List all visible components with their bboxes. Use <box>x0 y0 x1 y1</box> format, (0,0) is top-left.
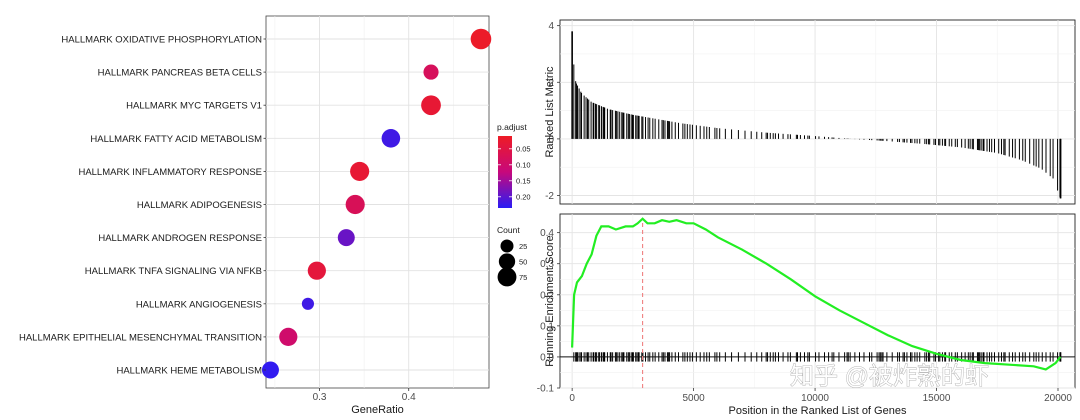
dotplot-point <box>279 327 298 346</box>
ranked-list-bars <box>571 31 1062 199</box>
dotplot-point <box>301 297 315 310</box>
dotplot-category-label: HALLMARK PANCREAS BETA CELLS <box>98 68 262 79</box>
enrichment-x-ticks: 0 5000 10000 15000 20000 <box>569 388 1072 404</box>
enrichment-x-axis-title: Position in the Ranked List of Genes <box>729 405 907 417</box>
dotplot-point <box>261 361 279 379</box>
dotplot-point <box>307 261 326 280</box>
dotplot-x-axis-title: GeneRatio <box>351 404 404 416</box>
enrichment-gridlines <box>560 214 1075 389</box>
dotplot-category-label: HALLMARK ANGIOGENESIS <box>136 299 262 310</box>
ranked-list-plot-area <box>559 19 1076 205</box>
watermark: 知乎 @被炸熟的虾 <box>790 363 989 390</box>
dotplot-point <box>470 28 492 50</box>
dotplot-category-label: HALLMARK MYC TARGETS V1 <box>126 101 262 112</box>
ranked-y-tick-label: -2 <box>545 191 554 202</box>
dotplot-point <box>423 64 439 80</box>
dotplot-plot-area <box>265 15 490 389</box>
dotplot-category-label: HALLMARK ANDROGEN RESPONSE <box>98 233 262 244</box>
running-enrichment-line <box>571 217 1062 371</box>
p-adjust-legend-title: p.adjust <box>497 122 527 132</box>
ranked-y-tick-label: 0 <box>548 134 554 145</box>
es-y-tick-label: 0.3 <box>540 259 554 270</box>
dotplot-point <box>345 194 365 215</box>
ranked-list-panel: -2 0 2 4 Ranked List Metric <box>544 19 1076 205</box>
count-legend-label: 50 <box>519 257 527 266</box>
es-x-tick-label: 10000 <box>801 393 829 404</box>
ranked-y-tick-label: 2 <box>548 78 554 89</box>
dotplot-category-label: HALLMARK INFLAMMATORY RESPONSE <box>78 167 262 178</box>
dotplot-point <box>381 129 401 148</box>
dotplot-point <box>350 161 370 181</box>
p-adjust-tick-label: 0.15 <box>516 177 531 186</box>
dotplot-x-tick-label: 0.3 <box>313 392 327 403</box>
p-adjust-legend-ticks: 0.05 0.10 0.15 0.20 <box>498 145 531 202</box>
enrichment-y-ticks: -0.1 0.0 0.1 0.2 0.3 0.4 <box>537 228 560 395</box>
dotplot-category-label: HALLMARK FATTY ACID METABOLISM <box>90 134 262 145</box>
count-legend-dot <box>498 253 516 270</box>
ranked-y-tick-label: 4 <box>548 21 554 32</box>
es-y-tick-label: 0.2 <box>540 290 554 301</box>
dotplot-points <box>261 28 492 379</box>
enrichment-score-panel: -0.1 0.0 0.1 0.2 0.3 0.4 0 5000 10000 15000 20000… <box>537 213 1076 417</box>
p-adjust-tick-label: 0.10 <box>516 161 531 170</box>
ranked-list-gridlines <box>560 20 1075 204</box>
es-y-tick-label: 0.0 <box>540 352 554 363</box>
count-legend-label: 25 <box>519 242 527 251</box>
es-x-tick-label: 0 <box>569 393 575 404</box>
es-x-tick-label: 15000 <box>923 393 951 404</box>
p-adjust-legend: p.adjust 0.05 0.10 0.15 0.20 <box>497 122 531 208</box>
es-x-tick-label: 20000 <box>1044 393 1072 404</box>
p-adjust-tick-label: 0.20 <box>516 193 531 202</box>
dotplot-point <box>337 229 355 247</box>
enrichment-y-axis-title: Running Enrichment Score <box>544 235 556 366</box>
count-legend-dot <box>497 267 517 287</box>
dotplot-x-ticks: 0.3 0.4 <box>313 388 416 403</box>
enrichment-plot-area <box>559 213 1076 389</box>
dotplot-x-tick-label: 0.4 <box>402 392 416 403</box>
es-x-tick-label: 5000 <box>682 393 705 404</box>
ranked-list-y-ticks: -2 0 2 4 <box>545 21 560 202</box>
p-adjust-tick-label: 0.05 <box>516 145 531 154</box>
es-y-tick-label: 0.1 <box>540 321 554 332</box>
dotplot-category-label: HALLMARK HEME METABOLISM <box>116 366 262 377</box>
es-y-tick-label: 0.4 <box>540 228 554 239</box>
dotplot-category-labels: HALLMARK OXIDATIVE PHOSPHORYLATION HALLMA… <box>19 35 266 377</box>
p-adjust-colorbar <box>498 136 512 208</box>
dotplot-category-label: HALLMARK OXIDATIVE PHOSPHORYLATION <box>61 35 262 46</box>
count-legend-label: 75 <box>519 273 527 282</box>
dotplot-point <box>421 95 441 116</box>
dotplot-category-label: HALLMARK EPITHELIAL MESENCHYMAL TRANSITI… <box>19 332 262 343</box>
count-legend-title: Count <box>497 225 520 235</box>
dotplot-category-label: HALLMARK TNFA SIGNALING VIA NFKB <box>85 266 262 277</box>
dotplot-panel: HALLMARK OXIDATIVE PHOSPHORYLATION HALLMA… <box>19 15 492 416</box>
count-legend-items: 25 50 75 <box>497 239 527 287</box>
es-y-tick-label: -0.1 <box>537 384 555 395</box>
ranked-list-y-axis-title: Ranked List Metric <box>544 66 556 158</box>
dotplot-category-label: HALLMARK ADIPOGENESIS <box>137 200 262 211</box>
count-legend: Count 25 50 75 <box>497 225 527 287</box>
count-legend-dot <box>500 239 514 253</box>
